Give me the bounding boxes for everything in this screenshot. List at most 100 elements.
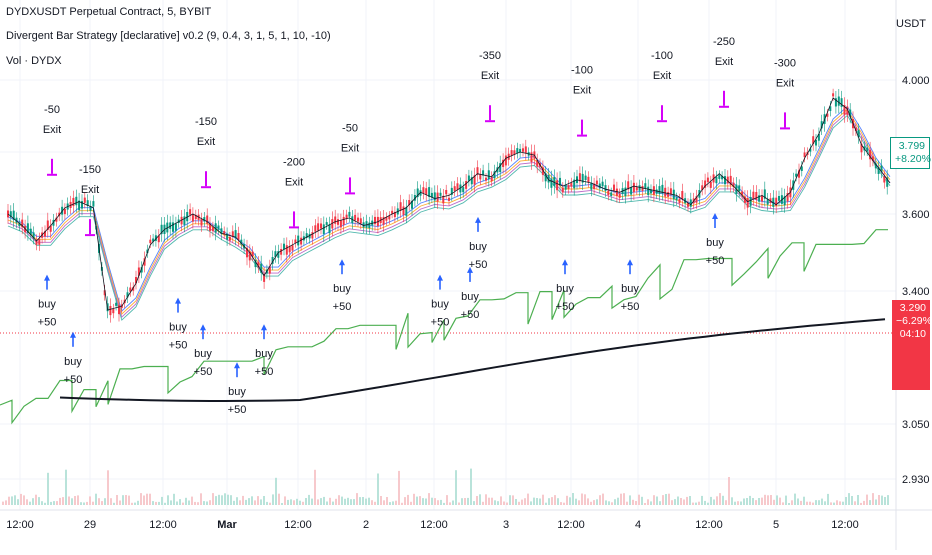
volume-bar [875,499,877,505]
time-axis[interactable]: 12:00 29 12:00 Mar 12:00 2 12:00 3 12:00 4 12:00 5 1… [6,519,859,531]
volume-bar [491,497,493,505]
volume-bar [248,498,250,505]
exit-label: Exit [481,70,499,82]
candle-body [419,190,422,196]
volume-bar [425,498,427,505]
candle-body [257,261,260,268]
candle-body [391,210,394,214]
volume-bar [428,493,430,505]
volume-bar [245,499,247,505]
exit-amount: -350 [479,50,501,62]
candle-body [618,193,621,198]
candle-body [246,247,248,258]
candle-body [140,267,143,273]
buy-arrow-head [562,259,568,266]
volume-bar [86,501,88,505]
buy-amount: +50 [621,301,640,313]
buy-label: buy [469,241,487,253]
candle-body [146,249,149,254]
candle-body [803,152,806,158]
volume-bar [101,501,103,505]
volume-bar [794,493,796,505]
candle-body [664,187,667,197]
currency-label[interactable]: USDT [896,18,926,30]
volume-bar [143,495,145,505]
volume-bar [884,497,886,505]
time-tick-label: 12:00 [695,519,723,531]
candle-body [234,230,237,239]
candle-body [473,175,476,185]
candle-body [172,222,174,232]
candle-body [675,197,678,201]
candle-body [46,220,49,230]
volume-bar [365,498,367,505]
candle-body [724,176,726,185]
volume-bar [626,501,628,505]
marker-price-change: −6.29% [896,315,932,327]
volume-bar [59,497,61,505]
candle-body [798,170,800,178]
volume-bar [389,502,391,505]
candle-body [317,223,320,231]
candle-body [29,228,32,235]
candle-body [854,127,857,132]
candle-body [661,184,664,194]
volume-bar [458,502,460,505]
volume-bar [410,501,412,505]
volume-bar [32,498,34,505]
candle-body [63,208,66,215]
buy-label: buy [461,291,479,303]
candle-body [81,201,83,209]
candle-body [561,187,564,193]
candle-body [667,192,670,197]
candle-body [357,217,359,222]
candle-body [559,177,561,186]
volume-bar [131,502,133,505]
buy-label: buy [64,356,82,368]
candle-body [450,187,453,195]
candle-body [706,177,709,183]
candle-body [866,147,869,152]
candle-body [883,176,886,183]
candle-body [38,238,41,245]
volume-bar [734,501,736,505]
candle-body [26,223,29,233]
candle-body [186,212,189,222]
volume-bar [866,494,868,505]
candle-body [729,175,732,185]
volume-bar [476,496,478,505]
candle-body [337,219,339,225]
strategy-title[interactable]: Divergent Bar Strategy [declarative] v0.… [6,30,331,42]
volume-bar [14,495,16,505]
candle-body [874,163,877,169]
buy-amount: +50 [228,404,247,416]
volume-bar [356,493,358,505]
candle-body [522,148,524,152]
volume-bar [812,502,814,505]
volume-bar [62,497,64,505]
candle-body [877,167,880,174]
volume-bar [779,497,781,505]
volume-bar [38,497,40,505]
volume-bar [755,500,757,505]
candle-body [322,224,325,235]
candle-body [467,175,470,181]
volume-bar [164,502,166,505]
exit-amount: -250 [713,36,735,48]
candle-body [86,200,89,206]
volume-bar [503,501,505,505]
volume-bar [593,500,595,505]
volume-bar [182,502,184,505]
volume-bar [128,495,130,505]
volume-bar [104,498,106,505]
volume-bar [401,502,403,505]
volume-bar [506,502,508,505]
candle-body [433,192,436,201]
candle-body [228,236,231,241]
volume-bar [26,499,28,505]
volume-title[interactable]: Vol · DYDX [6,55,62,67]
candle-body [436,192,439,202]
candle-body [194,214,197,220]
